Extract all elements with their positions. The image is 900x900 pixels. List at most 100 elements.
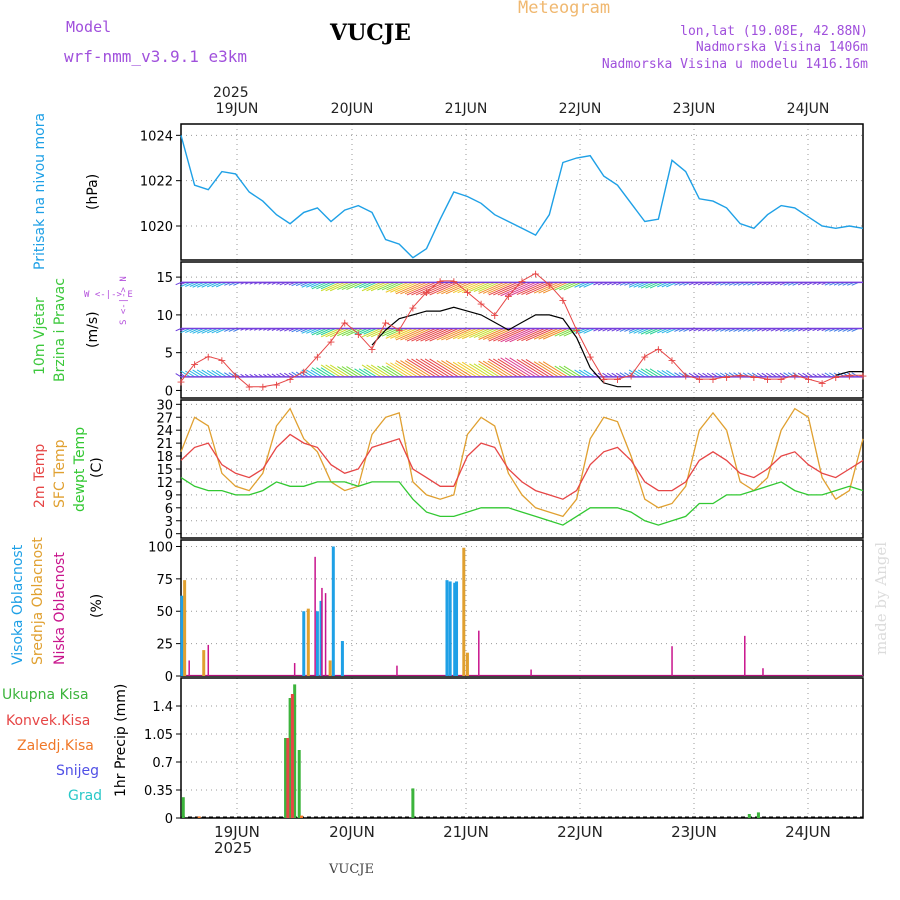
wind-barb	[478, 281, 505, 294]
wind-barb	[346, 281, 364, 291]
temp2m-label: 2m Temp	[32, 444, 48, 508]
gust-line	[371, 306, 863, 388]
wind-barb	[404, 281, 432, 295]
wind-barb	[574, 369, 586, 378]
wind-barb	[478, 328, 500, 339]
wind-barb	[358, 328, 373, 335]
precip-legend-item: Grad	[68, 788, 102, 804]
wind-barb	[175, 373, 182, 378]
wind-barb	[385, 328, 409, 339]
wind-barb	[633, 281, 645, 288]
wind-barb	[386, 328, 404, 337]
wind-barb	[509, 357, 541, 378]
wind-barb	[301, 328, 314, 334]
wind-barb	[574, 328, 586, 334]
wind-barb	[578, 369, 591, 378]
wind-ylabel: (m/s)	[85, 311, 101, 348]
temp-ytick-label: 18	[156, 450, 173, 465]
wind-barb	[361, 281, 382, 292]
wind-barb	[436, 360, 464, 378]
wind-barb	[381, 365, 400, 378]
cloud-bar-low	[324, 593, 327, 676]
wind-speed-marker: +	[722, 371, 731, 384]
wind-barb	[559, 281, 577, 291]
precip-panel: 1.4 1.05 0.7 0.35 0	[144, 677, 864, 827]
wind-barb	[363, 368, 377, 378]
wind-speed-marker: +	[354, 328, 363, 341]
wind-barb	[406, 281, 436, 296]
pressure-ylabel: (hPa)	[85, 174, 101, 210]
wind-ytick-label: 5	[165, 347, 173, 362]
precip-ytick-label: 0.7	[152, 756, 173, 771]
wind-barb	[420, 328, 450, 342]
wind-barb	[637, 328, 650, 334]
model-name: wrf-nmm_v3.9.1 e3km	[64, 47, 248, 66]
temp-ytick-label: 27	[156, 411, 173, 426]
model-elevation: Nadmorska Visina u modelu 1416.16m	[601, 57, 868, 72]
wind-ytick-label: 15	[156, 271, 173, 286]
wind-speed-marker: +	[490, 309, 499, 322]
wind-speed-marker: +	[681, 369, 690, 382]
pressure-line	[180, 135, 864, 259]
wind-barb	[500, 357, 532, 378]
wind-speed-marker: +	[599, 373, 608, 386]
wind-barb	[563, 281, 582, 291]
wind-barb	[390, 281, 414, 293]
cloud-bar-low	[314, 556, 316, 676]
cloud-bar-low	[396, 665, 398, 676]
wind-barb	[473, 328, 495, 339]
wind-barb	[192, 369, 204, 378]
cloud-bar-low	[530, 669, 532, 676]
cloud-bar-high	[180, 595, 184, 676]
wind-barb	[310, 369, 323, 378]
wind-speed-marker: +	[517, 275, 526, 288]
wind-barb	[645, 281, 659, 289]
bottom-date-label: 20JUN	[329, 823, 375, 841]
wind-barb	[385, 362, 409, 378]
wind-barb	[649, 368, 664, 378]
wind-barb	[185, 370, 195, 378]
wind-barb	[211, 370, 223, 378]
wind-barb	[306, 281, 318, 288]
wind-barb	[441, 360, 468, 378]
wind-speed-marker: +	[313, 350, 322, 363]
wind-barb	[301, 369, 314, 378]
cloud-bar-low	[188, 660, 190, 676]
wind-barb	[461, 328, 486, 340]
cloud-bar-high	[455, 581, 459, 676]
cloud-frame	[180, 539, 864, 677]
precip-bar	[756, 812, 760, 818]
wind-barb	[509, 328, 541, 343]
precip-bar	[299, 815, 303, 818]
wind-barb	[325, 364, 345, 378]
precip-bar	[411, 788, 415, 818]
cloud-ytick-label: 0	[165, 670, 173, 685]
precip-ytick-label: 1.05	[144, 728, 173, 743]
wind-barb	[542, 328, 568, 340]
wind-barb	[366, 328, 386, 338]
wind-barb	[488, 358, 518, 378]
wind-barb	[386, 281, 404, 291]
wind-barb	[478, 281, 500, 292]
wind-barb	[445, 360, 473, 378]
wind-barb	[400, 281, 427, 295]
wind-barb	[666, 370, 677, 378]
wind-speed-marker: +	[245, 381, 254, 394]
wind-barb	[478, 363, 500, 378]
wind-barb	[533, 328, 559, 340]
wind-barb	[436, 328, 464, 341]
cloud-bar-low	[671, 646, 673, 676]
wind-barb	[306, 328, 318, 334]
wind-barb	[461, 361, 486, 378]
wind-barb	[381, 281, 400, 291]
wind-barb	[525, 328, 555, 342]
precip-ytick-label: 0.35	[144, 784, 173, 799]
wind-speed-marker: +	[817, 377, 826, 390]
wind-barb	[452, 328, 477, 340]
sfc-temp-label: SFC Temp	[52, 439, 68, 508]
wind-barb	[640, 368, 655, 378]
wind-barb	[628, 328, 641, 334]
cloud-bar-low	[478, 630, 480, 676]
wind-title-line1: 10m Vjetar	[32, 297, 48, 375]
